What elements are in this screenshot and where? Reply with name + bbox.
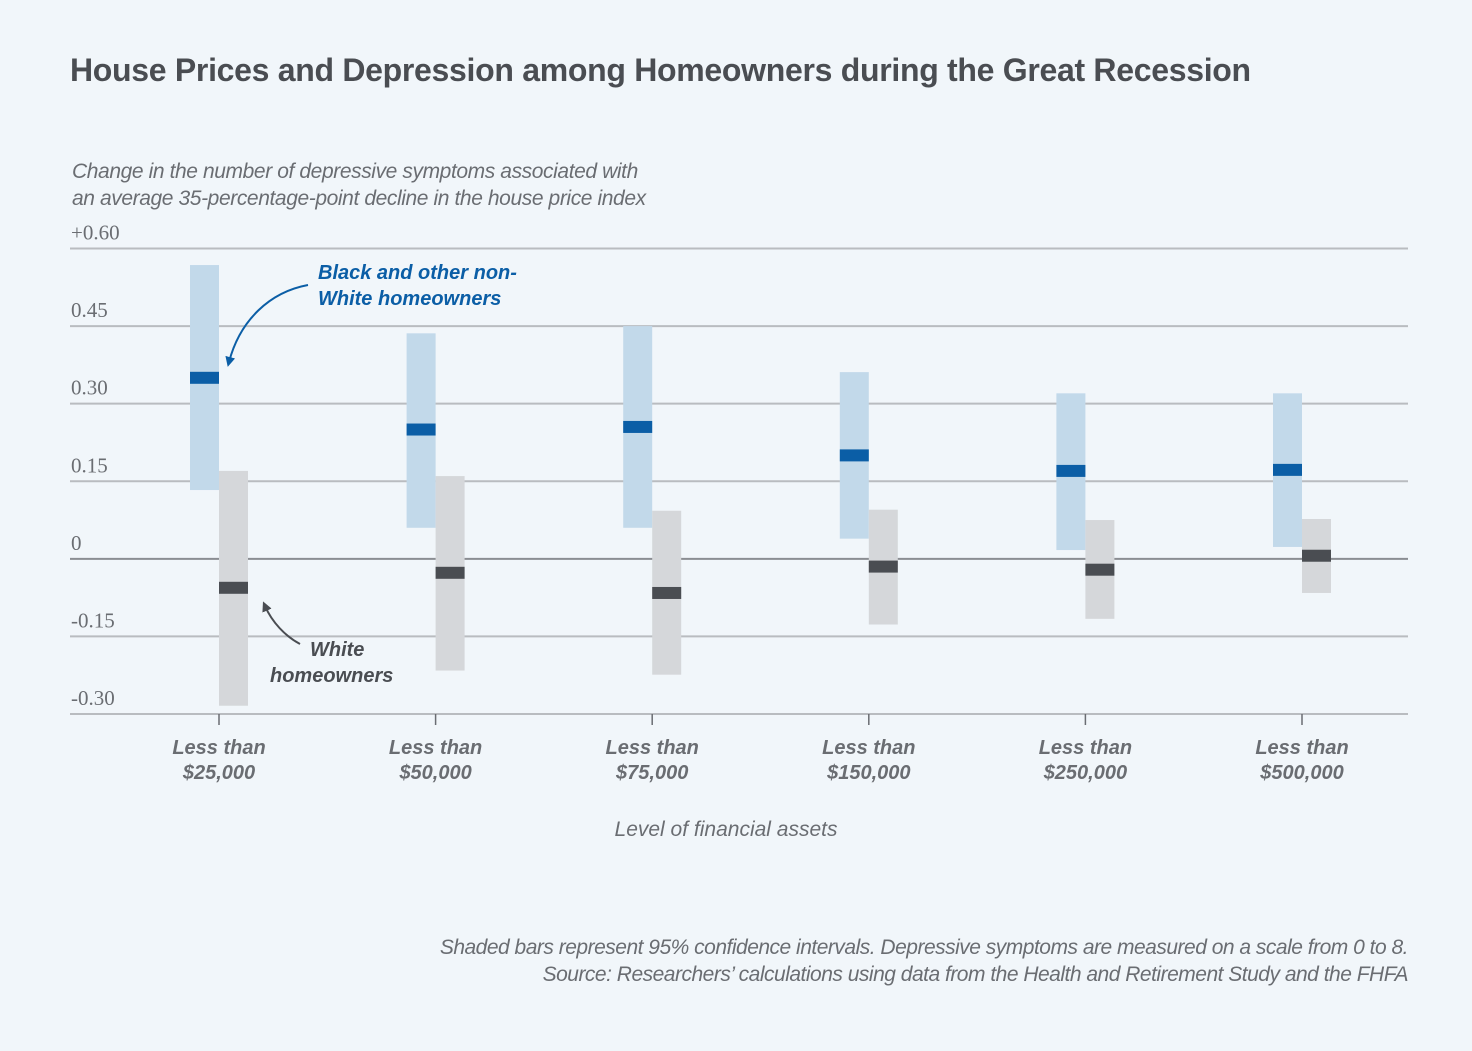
annotation-nonwhite-line-2: White homeowners	[318, 288, 501, 310]
footnote-source: Source: Researchers’ calculations using …	[542, 963, 1409, 986]
x-tick-label-line-1: Less than	[1039, 737, 1132, 759]
annotation-white-line-2: homeowners	[270, 665, 393, 687]
y-axis-title-line-2: an average 35-percentage-point decline i…	[72, 187, 646, 210]
estimate-mark-nonwhite	[406, 423, 436, 436]
footnote: Shaded bars represent 95% confidence int…	[439, 934, 1409, 988]
x-tick-label-line-1: Less than	[606, 737, 699, 759]
ci-bars	[190, 265, 1331, 706]
y-tick-label: 0	[71, 531, 82, 555]
annotation-white-line-1: White	[310, 639, 364, 661]
x-tick-label-line-1: Less than	[389, 737, 482, 759]
footnote-line-1: Shaded bars represent 95% confidence int…	[439, 936, 1409, 959]
y-tick-label: 0.45	[71, 298, 108, 322]
y-axis-title: Change in the number of depressive sympt…	[72, 158, 646, 212]
annotations: Black and other non- White homeowners Wh…	[225, 262, 517, 687]
estimate-mark-nonwhite	[839, 449, 869, 462]
x-axis-title: Level of financial assets	[615, 818, 838, 841]
annotation-nonwhite-line-1: Black and other non-	[318, 262, 517, 284]
y-tick-label: 0.15	[71, 453, 108, 477]
estimate-mark-white	[1302, 549, 1331, 562]
y-axis-ticks: +0.60 0.45 0.30 0.15 0 -0.15 -0.30	[71, 221, 120, 711]
x-axis-ticks: Less than $25,000 Less than $50,000 Less tha…	[172, 714, 1349, 784]
y-tick-label: +0.60	[71, 221, 120, 245]
x-tick-label-line-2: $75,000	[615, 762, 688, 784]
estimate-mark-nonwhite	[623, 420, 653, 433]
x-tick-label-line-2: $250,000	[1043, 762, 1127, 784]
chart-title: House Prices and Depression among Homeow…	[70, 52, 1251, 88]
y-tick-label: 0.30	[71, 376, 108, 400]
estimate-mark-white	[1085, 563, 1115, 576]
y-tick-label: -0.30	[71, 686, 115, 710]
y-axis-title-line-1: Change in the number of depressive sympt…	[72, 160, 638, 183]
estimate-mark-white	[219, 581, 248, 594]
x-tick-label-line-2: $25,000	[182, 762, 255, 784]
x-tick-label-line-2: $500,000	[1259, 762, 1343, 784]
x-tick-label-line-1: Less than	[1255, 737, 1348, 759]
x-tick-label-line-1: Less than	[822, 737, 915, 759]
y-tick-label: -0.15	[71, 608, 115, 632]
x-tick-label-line-2: $150,000	[826, 762, 910, 784]
annotation-white-arrow-icon	[262, 601, 301, 645]
gridlines	[70, 247, 1408, 715]
estimate-mark-white	[652, 586, 682, 599]
estimate-mark-nonwhite	[1273, 463, 1302, 476]
x-tick-label-line-2: $50,000	[398, 762, 471, 784]
estimate-mark-nonwhite	[190, 371, 219, 384]
x-tick-label-line-1: Less than	[172, 737, 265, 759]
estimate-mark-white	[435, 566, 465, 579]
estimate-mark-nonwhite	[1056, 464, 1086, 477]
estimate-mark-white	[868, 560, 898, 573]
annotation-nonwhite-arrow-icon	[225, 284, 309, 367]
